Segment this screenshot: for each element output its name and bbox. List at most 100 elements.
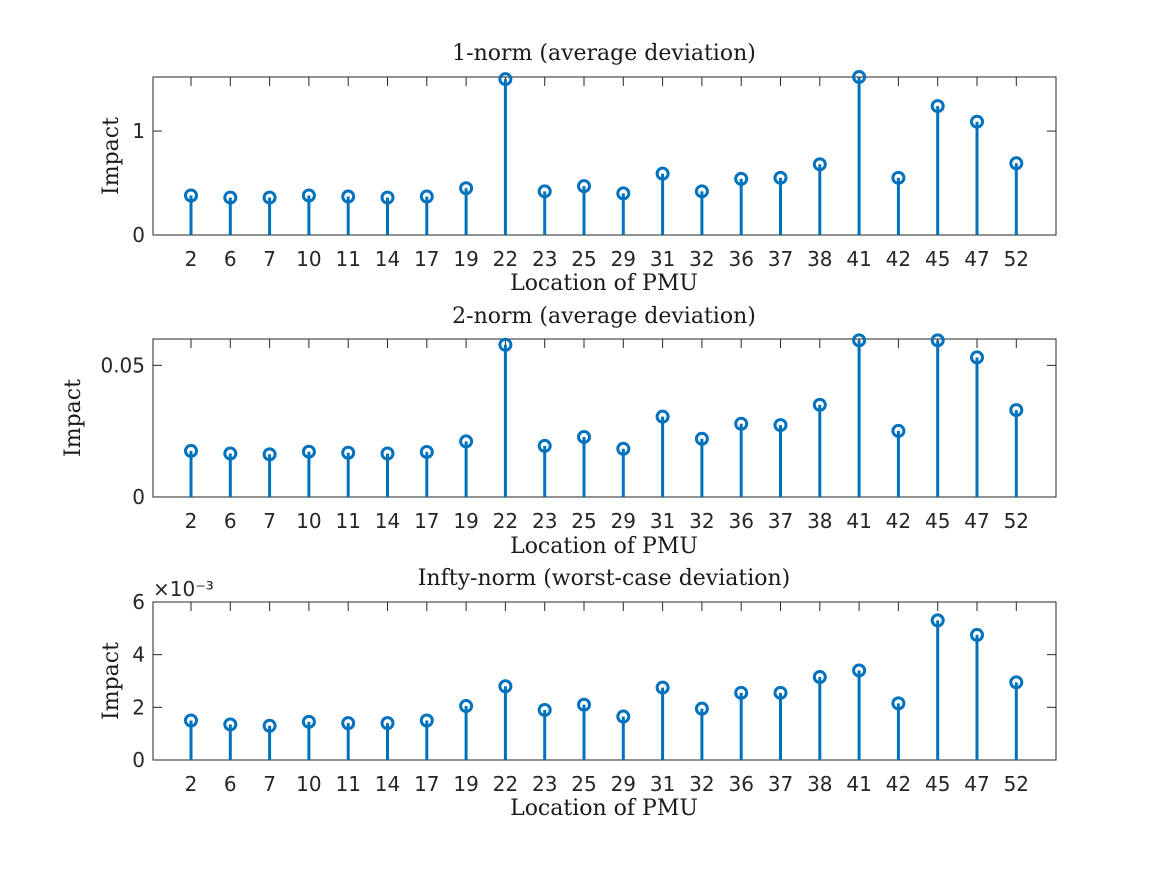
subplot-1-xtick-label: 22 — [493, 247, 518, 271]
subplot-1-xtick-label: 7 — [263, 247, 276, 271]
subplot-2-xtick-label: 19 — [453, 509, 478, 533]
subplot-2-xtick-label: 6 — [224, 509, 237, 533]
subplot-1-stem-marker — [537, 184, 552, 199]
subplot-2-xtick-label: 37 — [768, 509, 793, 533]
subplot-3-xtick-label: 25 — [571, 772, 596, 796]
subplot-3-xtick-label: 38 — [807, 772, 832, 796]
subplot-3-stem-marker — [419, 713, 434, 728]
subplot-1-xtick-label: 11 — [335, 247, 360, 271]
subplot-3-xtick-label: 31 — [650, 772, 675, 796]
subplot-3-xtick-label: 32 — [689, 772, 714, 796]
subplot-2-stem-marker — [812, 397, 827, 412]
subplot-1-xlabel: Location of PMU — [510, 271, 698, 296]
subplot-1-stem-marker — [1009, 156, 1024, 171]
subplot-2-xtick-label: 52 — [1004, 509, 1029, 533]
subplot-3-stem-marker — [459, 699, 474, 714]
subplot-2-ylabel: Impact — [61, 379, 86, 457]
subplot-1-stem-marker — [812, 157, 827, 172]
subplot-1-stem-marker — [262, 190, 277, 205]
subplot-3-stem-marker — [1009, 675, 1024, 690]
subplot-2-xtick-label: 45 — [925, 509, 950, 533]
subplot-2-stem-marker — [419, 444, 434, 459]
subplot-3-stem-marker — [577, 697, 591, 712]
subplot-3-ytick-label: 4 — [132, 643, 145, 667]
subplot-1-stem-marker — [184, 188, 198, 203]
subplot-2-stem-marker — [655, 409, 670, 424]
subplot-1-stem-marker — [301, 188, 316, 203]
subplot-2-xtick-label: 14 — [375, 509, 400, 533]
subplot-3-stem-marker — [184, 713, 198, 728]
subplot-3-axes-box — [152, 601, 1057, 761]
subplot-2-ytick-label: 0.05 — [100, 353, 145, 377]
subplot-1-stem-marker — [577, 179, 591, 194]
subplot-1: 1-norm (average deviation) Impact Locati… — [99, 41, 1057, 296]
subplot-3-stem-marker — [891, 696, 906, 711]
subplot-3-stem-marker — [812, 670, 827, 685]
subplot-1-xtick-label: 14 — [375, 247, 400, 271]
subplot-1-stem-marker — [734, 171, 749, 186]
subplot-2-xtick-label: 2 — [185, 509, 198, 533]
subplot-3-xtick-label: 47 — [964, 772, 989, 796]
subplot-3-xtick-label: 2 — [185, 772, 198, 796]
subplot-2-xtick-label: 22 — [493, 509, 518, 533]
subplot-1-xtick-label: 32 — [689, 247, 714, 271]
subplot-1-ytick-label: 1 — [132, 119, 145, 143]
subplot-3-xlabel: Location of PMU — [510, 796, 698, 821]
subplot-3-stem-marker — [773, 685, 788, 700]
subplot-3-ytick-label: 2 — [132, 695, 145, 719]
subplot-3-stem-marker — [341, 716, 356, 731]
subplot-2-xtick-label: 10 — [296, 509, 321, 533]
subplot-1-stem-marker — [419, 189, 434, 204]
subplot-1-stem-marker — [852, 70, 867, 84]
subplot-2-stem-marker — [459, 434, 474, 449]
subplot-1-xtick-label: 31 — [650, 247, 675, 271]
subplot-1-title: 1-norm (average deviation) — [452, 41, 756, 66]
subplot-1-stem-marker — [341, 189, 356, 204]
subplot-3-xtick-label: 41 — [846, 772, 871, 796]
subplot-1-stem-marker — [616, 186, 631, 201]
subplot-1-xtick-label: 45 — [925, 247, 950, 271]
subplot-3-xtick-label: 42 — [886, 772, 911, 796]
subplot-2-stem-marker — [891, 423, 906, 438]
subplot-1-stem-marker — [970, 114, 984, 129]
subplot-2-xlabel: Location of PMU — [510, 534, 698, 559]
subplot-2-stem-marker — [1009, 403, 1024, 418]
subplot-3-stem-marker — [694, 701, 709, 716]
subplot-2-stem-marker — [498, 337, 513, 352]
subplot-1-stem-marker — [223, 190, 238, 205]
subplot-1-stem-marker — [773, 170, 788, 185]
subplot-1-xtick-label: 10 — [296, 247, 321, 271]
subplot-3-stem-marker — [970, 627, 984, 642]
subplot-1-stem-marker — [891, 170, 906, 185]
subplot-1-xtick-label: 17 — [414, 247, 439, 271]
subplot-3-xtick-label: 36 — [728, 772, 753, 796]
subplot-3-stem-marker — [655, 680, 670, 695]
subplot-1-xtick-label: 29 — [611, 247, 636, 271]
subplot-3-xtick-label: 11 — [335, 772, 360, 796]
subplot-2: 2-norm (average deviation) Impact Locati… — [61, 304, 1057, 559]
subplot-3-xtick-label: 19 — [453, 772, 478, 796]
subplot-3-xtick-label: 6 — [224, 772, 237, 796]
subplot-1-xtick-label: 2 — [185, 247, 198, 271]
subplot-1-stem-marker — [498, 72, 513, 87]
subplot-2-xtick-label: 36 — [728, 509, 753, 533]
subplot-1-axes-box — [152, 76, 1057, 236]
subplot-3-stem-marker — [301, 714, 316, 729]
subplot-2-axes-box — [152, 338, 1057, 498]
subplot-1-stem-marker — [655, 166, 670, 181]
subplot-2-stem-marker — [184, 443, 198, 458]
subplot-2-stem-marker — [852, 333, 867, 348]
subplot-3-stem-marker — [930, 613, 945, 628]
subplot-3-stem-marker — [262, 718, 277, 733]
subplot-2-xtick-label: 47 — [964, 509, 989, 533]
subplot-2-xtick-label: 32 — [689, 509, 714, 533]
subplot-3-xtick-label: 14 — [375, 772, 400, 796]
subplot-2-xtick-label: 31 — [650, 509, 675, 533]
subplot-1-xtick-label: 19 — [453, 247, 478, 271]
subplot-3: Infty-norm (worst-case deviation) ×10⁻³ … — [99, 566, 1057, 821]
subplot-3-xtick-label: 7 — [263, 772, 276, 796]
subplot-2-xtick-label: 38 — [807, 509, 832, 533]
subplot-2-ytick-label: 0 — [132, 485, 145, 509]
subplot-3-xtick-label: 22 — [493, 772, 518, 796]
